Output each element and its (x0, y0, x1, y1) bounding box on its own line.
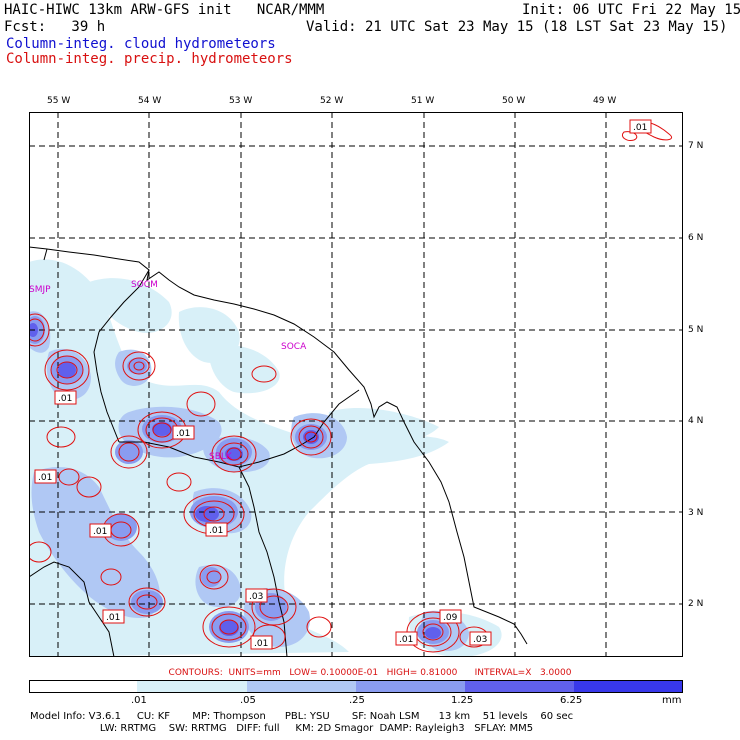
contour-label: .01 (399, 635, 413, 645)
model-info-line1: Model Info: V3.6.1 CU: KF MP: Thompson P… (30, 711, 574, 722)
contour-label: .01 (93, 527, 107, 537)
colorbar-tick: 6.25 (560, 695, 583, 706)
place-label: SOCM (131, 280, 158, 290)
lat-label: 7 N (688, 141, 704, 151)
contour-label: .01 (254, 639, 268, 649)
place-label: SOCA (281, 342, 307, 352)
lon-label: 54 W (138, 96, 162, 106)
contour-label: .03 (249, 592, 263, 602)
contour-label: .03 (473, 635, 487, 645)
hydrometeor-map: SMJP SOCM SOCA SBLK .01 .01 .01 .01 .01 … (29, 112, 683, 657)
init-time: Init: 06 UTC Fri 22 May 15 (522, 2, 740, 18)
colorbar-segment (247, 680, 356, 693)
contour-info: CONTOURS: UNITS=mm LOW= 0.10000E-01 HIGH… (168, 668, 572, 678)
contour-label: .01 (176, 429, 190, 439)
model-info-line2: LW: RRTMG SW: RRTMG DIFF: full KM: 2D Sm… (30, 723, 534, 734)
contour-label: .01 (106, 613, 120, 623)
lat-label: 4 N (688, 416, 704, 426)
contour-label: .09 (443, 613, 458, 623)
colorbar-tick: .25 (349, 695, 365, 706)
lat-label: 3 N (688, 508, 704, 518)
contour-label: .01 (633, 123, 647, 133)
model-title: HAIC-HIWC 13km ARW-GFS init NCAR/MMM (4, 2, 325, 18)
colorbar-segment (574, 680, 683, 693)
lon-label: 51 W (411, 96, 435, 106)
colorbar (29, 680, 683, 693)
colorbar-segment (29, 680, 137, 693)
colorbar-unit: mm (662, 695, 682, 706)
lon-label: 49 W (593, 96, 617, 106)
colorbar-segment (356, 680, 465, 693)
lat-label: 5 N (688, 325, 704, 335)
colorbar-tick: .01 (131, 695, 147, 706)
colorbar-segment (137, 680, 247, 693)
cloud-field-label: Column-integ. cloud hydrometeors (6, 36, 276, 52)
map-frame (29, 112, 683, 657)
lat-label: 6 N (688, 233, 704, 243)
precip-field-label: Column-integ. precip. hydrometeors (6, 51, 293, 67)
place-label: SBLK (209, 452, 233, 462)
lon-label: 55 W (47, 96, 71, 106)
colorbar-segment (465, 680, 574, 693)
forecast-hour: Fcst: 39 h (4, 19, 106, 35)
colorbar-tick: 1.25 (451, 695, 474, 706)
contour-label: .01 (58, 394, 72, 404)
contour-label: .01 (38, 473, 52, 483)
contour-label-group: .01 .01 .01 .01 .01 .01 .03 .01 .01 .09 … (34, 119, 652, 650)
latlon-grid (29, 112, 683, 657)
colorbar-tick: .05 (240, 695, 256, 706)
valid-time: Valid: 21 UTC Sat 23 May 15 (18 LST Sat … (306, 19, 728, 35)
place-label: SMJP (29, 285, 51, 295)
contour-label: .01 (209, 526, 223, 536)
lon-label: 53 W (229, 96, 253, 106)
lon-label: 50 W (502, 96, 526, 106)
lon-label: 52 W (320, 96, 344, 106)
precip-contours (29, 121, 673, 653)
lat-label: 2 N (688, 599, 704, 609)
